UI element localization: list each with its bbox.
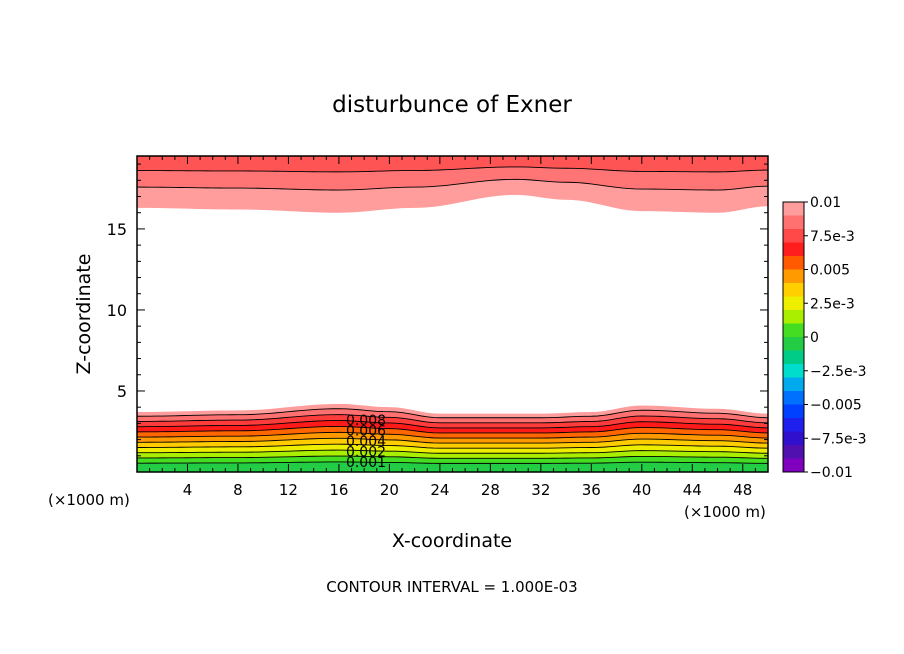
- x-axis-label: X-coordinate: [392, 530, 512, 552]
- top-contour-line: [136, 178, 769, 191]
- contour-label: 0.004: [346, 434, 386, 450]
- colorbar-swatch: [783, 404, 804, 419]
- x-tick-label: 16: [329, 481, 348, 499]
- colorbar: [782, 201, 805, 473]
- x-unit-right: (×1000 m): [684, 503, 766, 521]
- colorbar-swatch: [783, 215, 804, 230]
- colorbar-swatch: [783, 364, 804, 378]
- x-tick-label: 4: [183, 481, 193, 499]
- contour-interval-footer: CONTOUR INTERVAL = 1.000E-03: [326, 578, 577, 596]
- colorbar-swatch: [783, 269, 804, 284]
- x-tick-label: 24: [430, 481, 449, 499]
- contour-label: 0.006: [346, 424, 386, 440]
- x-tick-label: 48: [733, 481, 752, 499]
- contour-lines: [136, 166, 769, 464]
- y-axis-ticks: 5 10 15: [107, 163, 768, 457]
- x-tick-label: 28: [481, 481, 500, 499]
- colorbar-swatch: [783, 296, 804, 311]
- colorbar-swatch: [783, 445, 804, 459]
- y-tick-label: 5: [117, 382, 127, 401]
- colorbar-swatch: [783, 310, 804, 324]
- bottom-contour-line: [136, 437, 769, 444]
- colorbar-label: 2.5e-3: [810, 296, 855, 312]
- bottom-contour-line: [136, 414, 769, 424]
- x-tick-label: 44: [683, 481, 702, 499]
- bottom-contour-line: [137, 455, 769, 459]
- colorbar-swatch: [783, 323, 804, 338]
- colorbar-swatch: [783, 431, 804, 446]
- x-tick-label: 32: [531, 481, 550, 499]
- colorbar-swatch: [783, 377, 804, 392]
- colorbar-label: −0.005: [810, 398, 862, 414]
- x-axis-ticks: 4 8 12 16 20 24 28 32 36 40 44 48: [149, 156, 756, 499]
- colorbar-swatch: [783, 418, 804, 432]
- x-tick-label: 8: [233, 481, 243, 499]
- colorbar-swatch: [783, 337, 804, 351]
- contour-fills: [137, 156, 768, 472]
- contour-label: 0.001: [346, 455, 386, 471]
- colorbar-swatch: [783, 229, 804, 243]
- bottom-contour-line: [136, 420, 769, 429]
- bottom-contour-line: [136, 449, 769, 454]
- colorbar-label: 0: [810, 330, 819, 346]
- x-tick-label: 40: [632, 481, 651, 499]
- colorbar-swatch: [783, 283, 804, 297]
- colorbar-swatch: [783, 350, 804, 365]
- contour-label: 0.008: [346, 413, 386, 429]
- colorbar-labels: 0.01 7.5e-3 0.005 2.5e-3 0 −2.5e-3 −0.005 −7.5e…: [804, 195, 867, 481]
- y-tick-label: 15: [107, 220, 127, 239]
- bottom-contour-line: [136, 408, 769, 419]
- colorbar-swatch: [783, 256, 804, 270]
- colorbar-swatch: [783, 242, 804, 257]
- bottom-contour-line: [136, 425, 769, 434]
- x-tick-label: 20: [380, 481, 399, 499]
- colorbar-swatch: [783, 202, 804, 216]
- y-axis-label: Z-coordinate: [73, 254, 95, 375]
- colorbar-label: −7.5e-3: [810, 431, 867, 447]
- x-unit-left: (×1000 m): [48, 491, 130, 509]
- bottom-contour-line: [136, 431, 769, 439]
- colorbar-swatch: [783, 391, 804, 405]
- colorbar-label: −0.01: [810, 465, 853, 481]
- contour-label: 0.002: [346, 445, 386, 461]
- colorbar-label: 7.5e-3: [810, 229, 855, 245]
- x-tick-label: 36: [582, 481, 601, 499]
- colorbar-label: −2.5e-3: [810, 364, 867, 380]
- colorbar-swatch: [783, 458, 804, 473]
- chart-title: disturbunce of Exner: [332, 92, 572, 118]
- bottom-contour-line: [137, 461, 769, 464]
- bottom-contour-line: [136, 443, 769, 449]
- y-tick-label: 10: [107, 301, 127, 320]
- top-contour-line: [137, 166, 769, 173]
- bottom-band-fill: [137, 461, 768, 472]
- colorbar-label: 0.005: [810, 263, 850, 279]
- x-tick-label: 12: [279, 481, 298, 499]
- colorbar-label: 0.01: [810, 195, 841, 211]
- top-band-fill: [137, 156, 768, 172]
